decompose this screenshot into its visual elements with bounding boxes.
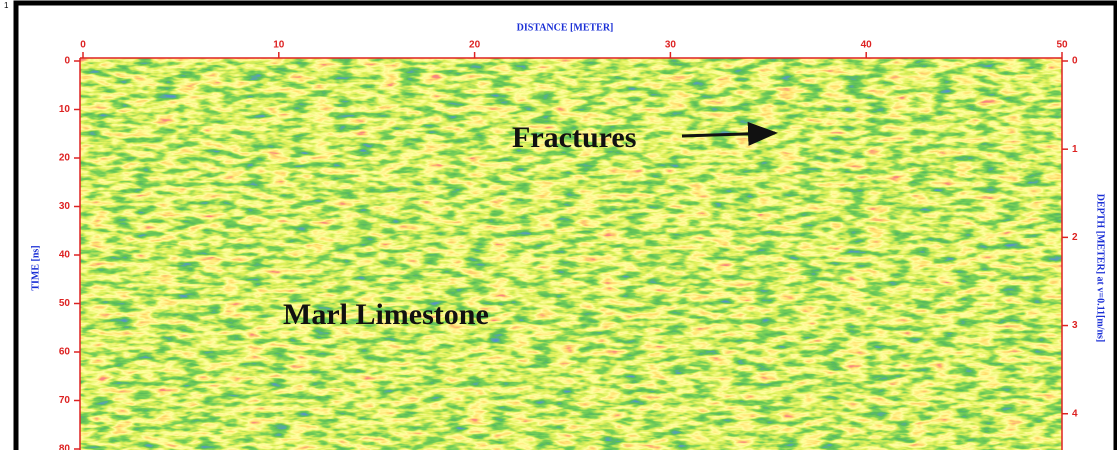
x-tick-label: 10 [273,40,285,51]
x-tick-label: 0 [80,40,86,51]
x-tick-label: 20 [469,40,481,51]
y-tick-label: 0 [64,56,70,67]
chart: 1 DISTANCE [METER] TIME [ns] DEPTH [METE… [0,0,1117,450]
figure-number: 1 [4,1,9,10]
y2-tick-label: 1 [1072,144,1078,155]
y2-tick-label: 4 [1072,408,1078,419]
annotation: Fractures [512,121,636,154]
y2-axis-title: DEPTH [METER] at v=0.11[m/ns] [1095,194,1106,342]
y2-tick-label: 2 [1072,232,1078,243]
y-tick-label: 20 [59,153,71,164]
x-tick-label: 50 [1056,40,1068,51]
y2-tick-label: 3 [1072,320,1078,331]
y-axis-title: TIME [ns] [30,245,41,290]
y-tick-label: 50 [59,298,71,309]
y-tick-label: 80 [59,444,71,450]
y-tick-label: 40 [59,250,71,261]
y-tick-label: 30 [59,201,71,212]
x-tick-label: 40 [861,40,873,51]
y-tick-label: 70 [59,395,71,406]
x-axis-title: DISTANCE [METER] [517,22,614,33]
y-tick-label: 10 [59,104,71,115]
y2-tick-label: 0 [1072,56,1078,67]
y-tick-label: 60 [59,347,71,358]
x-tick-label: 30 [665,40,677,51]
annotation: Marl Limestone [283,298,489,331]
radargram [80,58,1062,450]
